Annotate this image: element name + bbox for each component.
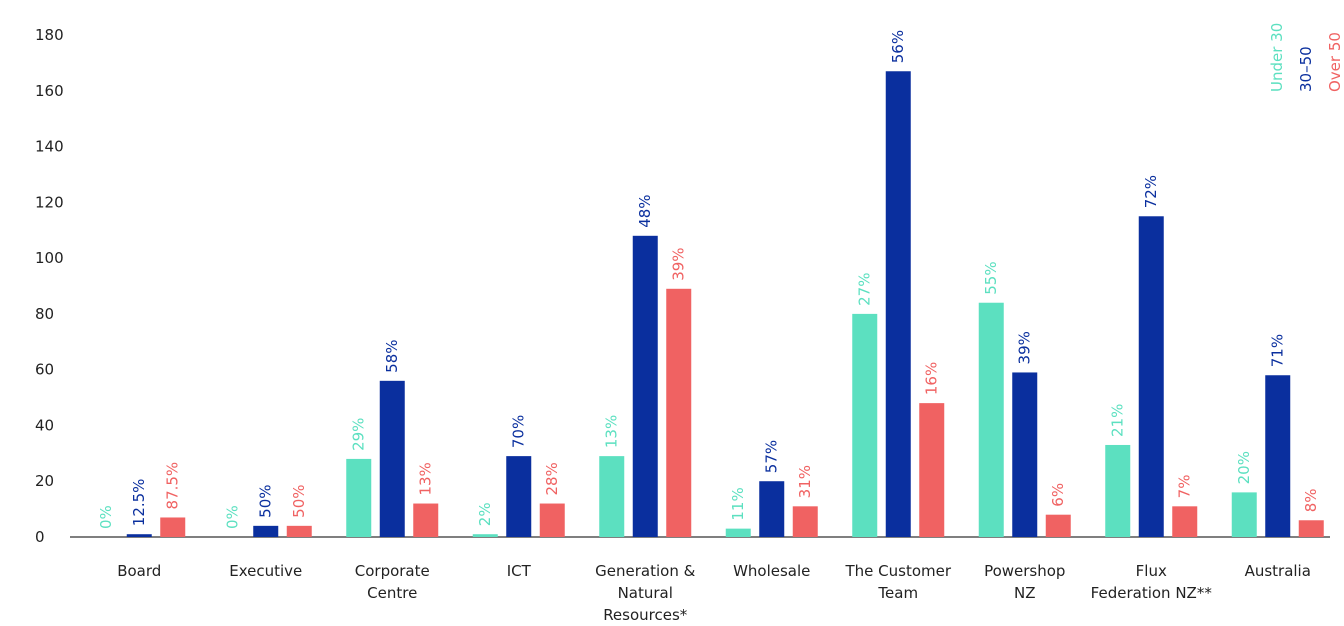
bar: [1105, 444, 1131, 537]
bar: [286, 525, 312, 537]
x-tick-label: Generation & Natural Resources*: [595, 562, 696, 624]
bar: [1045, 514, 1071, 537]
legend-entry: 30–50: [1297, 46, 1315, 92]
y-tick-label: 0: [35, 528, 45, 546]
bar: [852, 313, 878, 537]
bar: [725, 528, 751, 537]
value-label: 13%: [603, 415, 621, 448]
value-label: 72%: [1142, 175, 1160, 208]
value-label: 2%: [476, 502, 494, 526]
bar: [379, 380, 405, 537]
bar: [978, 302, 1004, 537]
x-tick-label: ICT: [506, 562, 531, 580]
value-label: 6%: [1049, 483, 1067, 507]
value-label: 12.5%: [130, 479, 148, 527]
x-tick-label: Executive: [229, 562, 303, 580]
value-label: 7%: [1176, 475, 1194, 499]
bar: [1298, 520, 1324, 537]
value-label: 13%: [417, 462, 435, 495]
bar: [472, 534, 498, 537]
bar: [632, 235, 658, 538]
bar: [126, 534, 152, 537]
bar: [919, 403, 945, 537]
x-tick-label: Flux Federation NZ**: [1090, 562, 1212, 602]
y-tick-label: 160: [35, 82, 64, 100]
bar: [346, 458, 372, 537]
value-label: 70%: [510, 415, 528, 448]
bar: [1012, 372, 1038, 537]
y-tick-label: 120: [35, 193, 64, 211]
value-label: 27%: [856, 273, 874, 306]
value-label: 39%: [1016, 331, 1034, 364]
bar: [1172, 506, 1198, 537]
value-label: 50%: [257, 485, 275, 518]
value-label: 21%: [1109, 404, 1127, 437]
value-label: 58%: [383, 339, 401, 372]
y-tick-label: 100: [35, 249, 64, 267]
x-tick-label: Board: [117, 562, 162, 580]
x-tick-label: Australia: [1244, 562, 1311, 580]
bar: [1138, 216, 1164, 537]
value-label: 56%: [889, 30, 907, 63]
bar: [792, 506, 818, 537]
value-label: 28%: [543, 462, 561, 495]
x-tick-label: Powershop NZ: [984, 562, 1066, 602]
value-label: 55%: [982, 261, 1000, 294]
value-label: 39%: [670, 247, 688, 280]
y-tick-label: 20: [35, 472, 54, 490]
value-label: 87.5%: [164, 462, 182, 510]
bar: [506, 456, 532, 537]
bar: [1231, 492, 1257, 537]
y-tick-label: 40: [35, 416, 54, 434]
value-label: 8%: [1302, 488, 1320, 512]
bar: [666, 288, 692, 537]
y-tick-label: 60: [35, 361, 54, 379]
bar: [759, 481, 785, 537]
value-label: 48%: [636, 194, 654, 227]
y-tick-label: 180: [35, 26, 64, 44]
value-label: 71%: [1269, 334, 1287, 367]
bar: [1265, 375, 1291, 537]
value-label: 20%: [1235, 451, 1253, 484]
y-tick-label: 140: [35, 138, 64, 156]
legend-entry: Under 30: [1268, 23, 1286, 92]
x-tick-label: The Customer Team: [845, 562, 952, 602]
bar: [539, 503, 565, 537]
bar: [885, 71, 911, 537]
value-label: 31%: [796, 465, 814, 498]
value-label: 50%: [290, 485, 308, 518]
value-label: 16%: [923, 362, 941, 395]
x-tick-label: Corporate Centre: [354, 562, 430, 602]
value-label: 0%: [97, 505, 115, 529]
bar: [413, 503, 439, 537]
bar: [253, 525, 279, 537]
value-label: 11%: [729, 487, 747, 520]
bar: [599, 456, 625, 537]
y-tick-label: 80: [35, 305, 54, 323]
legend-entry: Over 50: [1326, 32, 1344, 92]
value-label: 29%: [350, 418, 368, 451]
x-tick-label: Wholesale: [733, 562, 811, 580]
bar: [160, 517, 186, 537]
value-label: 0%: [223, 505, 241, 529]
value-label: 57%: [763, 440, 781, 473]
